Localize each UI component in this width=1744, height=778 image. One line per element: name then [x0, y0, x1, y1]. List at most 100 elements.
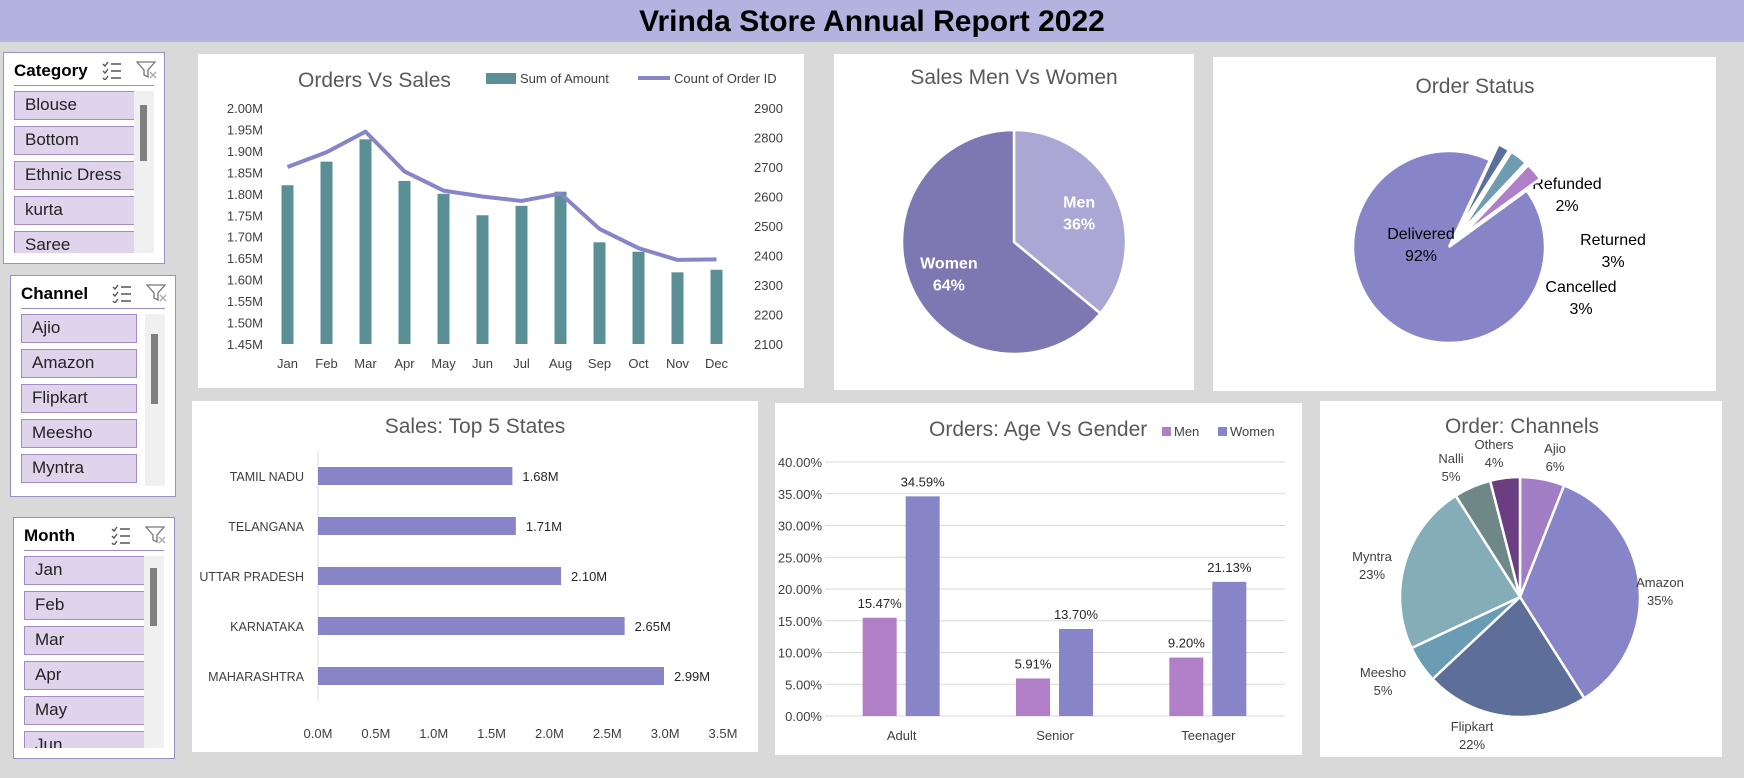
slicer-item-ethnic-dress[interactable]: Ethnic Dress [14, 161, 138, 190]
clear-filter-icon[interactable] [146, 283, 168, 303]
slicer-item-feb[interactable]: Feb [24, 591, 146, 620]
month-slicer: Month Jan Feb Mar Apr May Jun [13, 517, 175, 759]
x-tick: Oct [628, 356, 649, 371]
sales-bar [320, 161, 333, 344]
x-tick: Feb [315, 356, 337, 371]
sales-bar [632, 251, 645, 344]
data-label: 21.13% [1207, 560, 1252, 575]
legend-swatch [1218, 427, 1227, 436]
slicer-item-flipkart[interactable]: Flipkart [21, 384, 137, 413]
slice-label: Amazon [1636, 575, 1684, 590]
slicer-item-bottom[interactable]: Bottom [14, 126, 138, 155]
bar-men [862, 617, 897, 716]
slice-pct: 3% [1601, 254, 1624, 271]
scrollbar-thumb[interactable] [150, 568, 157, 626]
x-tick: Sep [588, 356, 611, 371]
sales-men-women-panel: Sales Men Vs Women Men 36% Women 64% [834, 54, 1194, 390]
legend-label: Sum of Amount [520, 71, 609, 86]
slicer-item-kurta[interactable]: kurta [14, 196, 138, 225]
x-tick: 0.0M [304, 726, 333, 741]
order-status-chart: Order Status Delivered 92% Refunded 2%Return… [1351, 75, 1646, 345]
y-tick: 40.00% [778, 455, 823, 470]
slicer-item-amazon[interactable]: Amazon [21, 349, 137, 378]
slicer-item-saree[interactable]: Saree [14, 231, 138, 253]
data-label: 5.91% [1015, 656, 1052, 671]
bar-women [1059, 629, 1093, 716]
clear-filter-icon[interactable] [136, 60, 158, 80]
slicer-header: Channel [21, 280, 168, 309]
slice-label: Nalli [1438, 451, 1463, 466]
scrollbar-thumb[interactable] [151, 334, 158, 404]
title-bar: Vrinda Store Annual Report 2022 [0, 0, 1744, 42]
slice-pct: 92% [1405, 248, 1437, 265]
chart-title: Orders: Age Vs Gender [929, 418, 1147, 441]
slice-pct: 22% [1459, 737, 1485, 752]
y-tick: UTTAR PRADESH [199, 570, 304, 584]
orders-vs-sales-panel: Orders Vs Sales Sum of Amount Count of Ord… [198, 54, 804, 388]
sales-bar [398, 180, 411, 344]
y-tick: MAHARASHTRA [208, 670, 305, 684]
age-vs-gender-chart: Orders: Age Vs Gender Men Women 0.00% 5.00% 1… [778, 418, 1285, 743]
chart-title: Order: Channels [1445, 415, 1599, 438]
data-label: 15.47% [858, 596, 903, 611]
sales-bar [593, 242, 606, 344]
scrollbar-thumb[interactable] [140, 105, 147, 161]
order-channels-panel: Order: Channels Ajio 6% Amazon 35% Flipkart 22… [1320, 401, 1722, 757]
multi-select-icon[interactable] [101, 60, 123, 80]
chart-title: Order Status [1415, 75, 1534, 98]
sales-bar [710, 269, 723, 344]
x-tick: 2.5M [593, 726, 622, 741]
y-tick: 25.00% [778, 550, 823, 565]
x-tick: Aug [549, 356, 572, 371]
multi-select-icon[interactable] [111, 283, 133, 303]
y-tick-left: 2.00M [227, 101, 263, 116]
y-tick: 10.00% [778, 646, 823, 661]
bar-women [1212, 581, 1247, 716]
scrollbar[interactable] [144, 556, 164, 748]
slicer-item-jun[interactable]: Jun [24, 731, 146, 748]
multi-select-icon[interactable] [110, 525, 132, 545]
scrollbar[interactable] [145, 314, 165, 486]
slicer-item-blouse[interactable]: Blouse [14, 91, 138, 120]
slicer-item-apr[interactable]: Apr [24, 661, 146, 690]
y-tick-left: 1.45M [227, 337, 263, 352]
y-tick-left: 1.55M [227, 294, 263, 309]
slicer-items: Jan Feb Mar Apr May Jun [24, 556, 146, 748]
y-tick-right: 2200 [754, 308, 783, 323]
pie-slice-refunded [1456, 142, 1511, 232]
sales-bar [281, 185, 294, 344]
y-tick-left: 1.85M [227, 165, 263, 180]
slicer-title: Category [14, 61, 88, 80]
chart-title: Sales Men Vs Women [910, 66, 1117, 89]
slicer-item-may[interactable]: May [24, 696, 146, 725]
top-states-panel: Sales: Top 5 States 0.0M 0.5M 1.0M 1.5M 2.0M 2… [192, 401, 758, 752]
slicer-item-ajio[interactable]: Ajio [21, 314, 137, 343]
bar-men [1016, 678, 1050, 716]
x-tick: 3.5M [709, 726, 738, 741]
clear-filter-icon[interactable] [145, 525, 167, 545]
slice-label: Others [1474, 437, 1514, 452]
slice-pct: 5% [1442, 469, 1461, 484]
sales-bar [671, 272, 684, 344]
slicer-item-myntra[interactable]: Myntra [21, 454, 137, 483]
order-channels-chart: Order: Channels Ajio 6% Amazon 35% Flipkart 22… [1352, 415, 1684, 752]
state-bar [318, 667, 664, 685]
slice-label: Myntra [1352, 549, 1393, 564]
channel-slicer: Channel Ajio Amazon Flipkart Meesho Myntra [10, 275, 176, 497]
chart-title: Sales: Top 5 States [385, 415, 566, 438]
age-gender-panel: Orders: Age Vs Gender Men Women 0.00% 5.00% 1… [775, 403, 1302, 755]
scrollbar[interactable] [134, 91, 154, 253]
chart-title: Orders Vs Sales [298, 69, 451, 92]
state-bar [318, 467, 513, 485]
category-slicer: Category Blouse Bottom Ethnic Dress kurta Sa… [3, 52, 165, 264]
slicer-item-jan[interactable]: Jan [24, 556, 146, 585]
pie-slice-cancelled [1461, 163, 1542, 237]
y-tick-right: 2500 [754, 219, 783, 234]
pie-slice-flipkart [1430, 595, 1587, 719]
slice-pct: 64% [933, 278, 965, 295]
slicer-item-meesho[interactable]: Meesho [21, 419, 137, 448]
slice-label: Returned [1580, 232, 1646, 249]
state-bar [318, 617, 625, 635]
y-tick: KARNATAKA [230, 620, 305, 634]
slicer-item-mar[interactable]: Mar [24, 626, 146, 655]
